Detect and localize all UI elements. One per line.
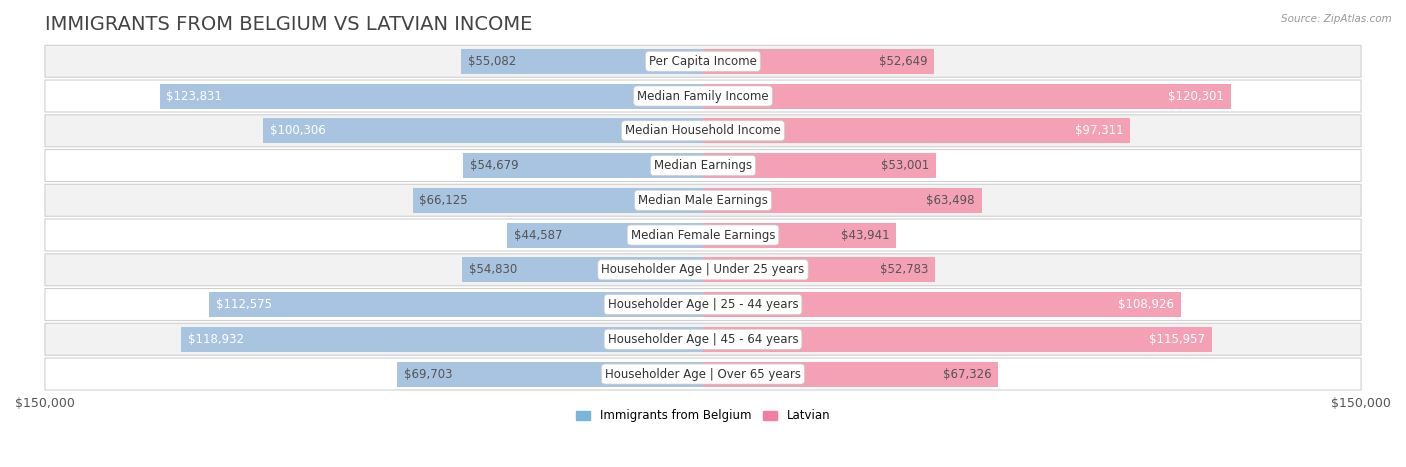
Text: $43,941: $43,941 xyxy=(841,228,889,241)
Bar xyxy=(181,327,703,352)
Text: $52,649: $52,649 xyxy=(879,55,928,68)
Bar xyxy=(703,222,896,248)
Text: $44,587: $44,587 xyxy=(515,228,562,241)
Text: Householder Age | 45 - 64 years: Householder Age | 45 - 64 years xyxy=(607,333,799,346)
FancyBboxPatch shape xyxy=(45,115,1361,147)
Bar xyxy=(160,84,703,108)
Text: IMMIGRANTS FROM BELGIUM VS LATVIAN INCOME: IMMIGRANTS FROM BELGIUM VS LATVIAN INCOM… xyxy=(45,15,533,34)
Bar xyxy=(463,153,703,178)
Text: $123,831: $123,831 xyxy=(166,90,222,103)
Bar xyxy=(461,49,703,74)
FancyBboxPatch shape xyxy=(45,45,1361,77)
Bar xyxy=(703,118,1130,143)
Bar xyxy=(703,49,934,74)
Bar xyxy=(508,222,703,248)
Bar xyxy=(413,188,703,213)
FancyBboxPatch shape xyxy=(45,149,1361,182)
Text: Householder Age | Over 65 years: Householder Age | Over 65 years xyxy=(605,368,801,381)
Text: Median Female Earnings: Median Female Earnings xyxy=(631,228,775,241)
Text: Source: ZipAtlas.com: Source: ZipAtlas.com xyxy=(1281,14,1392,24)
Text: $55,082: $55,082 xyxy=(468,55,516,68)
Text: Per Capita Income: Per Capita Income xyxy=(650,55,756,68)
Text: $100,306: $100,306 xyxy=(270,124,325,137)
Bar xyxy=(463,257,703,282)
Text: Median Household Income: Median Household Income xyxy=(626,124,780,137)
Text: Median Male Earnings: Median Male Earnings xyxy=(638,194,768,207)
Text: Median Family Income: Median Family Income xyxy=(637,90,769,103)
Text: $69,703: $69,703 xyxy=(404,368,453,381)
Bar xyxy=(703,292,1181,317)
Bar xyxy=(209,292,703,317)
Text: $67,326: $67,326 xyxy=(943,368,991,381)
Text: $53,001: $53,001 xyxy=(880,159,929,172)
FancyBboxPatch shape xyxy=(45,358,1361,390)
Text: $52,783: $52,783 xyxy=(880,263,928,276)
Text: $66,125: $66,125 xyxy=(419,194,468,207)
FancyBboxPatch shape xyxy=(45,80,1361,112)
Legend: Immigrants from Belgium, Latvian: Immigrants from Belgium, Latvian xyxy=(571,405,835,427)
FancyBboxPatch shape xyxy=(45,254,1361,286)
Text: Median Earnings: Median Earnings xyxy=(654,159,752,172)
Text: $54,679: $54,679 xyxy=(470,159,519,172)
Bar xyxy=(703,361,998,387)
Text: $115,957: $115,957 xyxy=(1149,333,1205,346)
Text: Householder Age | Under 25 years: Householder Age | Under 25 years xyxy=(602,263,804,276)
Text: $108,926: $108,926 xyxy=(1118,298,1174,311)
Bar xyxy=(263,118,703,143)
Bar xyxy=(703,257,935,282)
Text: $120,301: $120,301 xyxy=(1168,90,1225,103)
Text: $112,575: $112,575 xyxy=(215,298,271,311)
FancyBboxPatch shape xyxy=(45,323,1361,355)
Bar xyxy=(703,327,1212,352)
Bar xyxy=(398,361,703,387)
FancyBboxPatch shape xyxy=(45,289,1361,320)
FancyBboxPatch shape xyxy=(45,184,1361,216)
Text: $63,498: $63,498 xyxy=(927,194,974,207)
Bar xyxy=(703,153,935,178)
Bar xyxy=(703,84,1230,108)
Text: $118,932: $118,932 xyxy=(188,333,243,346)
Text: Householder Age | 25 - 44 years: Householder Age | 25 - 44 years xyxy=(607,298,799,311)
Bar xyxy=(703,188,981,213)
Text: $97,311: $97,311 xyxy=(1074,124,1123,137)
FancyBboxPatch shape xyxy=(45,219,1361,251)
Text: $54,830: $54,830 xyxy=(470,263,517,276)
